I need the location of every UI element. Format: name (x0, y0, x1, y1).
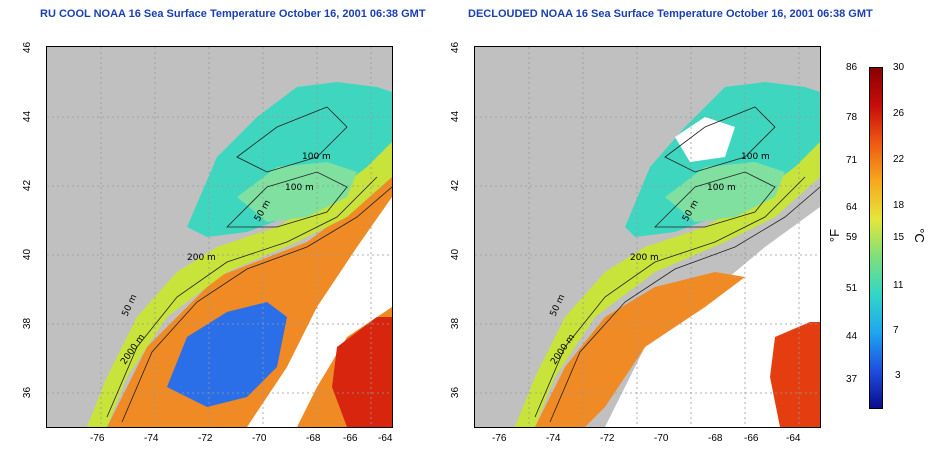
celsius-tick: 7 (893, 325, 899, 336)
lon-tick: -66 (744, 433, 759, 444)
lat-tick: 46 (22, 41, 34, 54)
lat-tick: 42 (450, 179, 462, 192)
lat-tick: 40 (22, 248, 34, 261)
contour-label: 200 m (187, 253, 216, 263)
contour-label: 100 m (707, 183, 736, 193)
fahrenheit-tick: 71 (846, 155, 858, 166)
bathymetry-contours (534, 106, 820, 423)
lon-tick: -74 (144, 433, 159, 444)
celsius-tick: 22 (893, 154, 905, 165)
lon-tick: -70 (654, 433, 669, 444)
celsius-tick: 15 (893, 232, 905, 243)
lon-tick: -72 (198, 433, 213, 444)
celsius-tick: 11 (893, 280, 904, 291)
fahrenheit-tick: 78 (846, 112, 858, 123)
right-map-title: DECLOUDED NOAA 16 Sea Surface Temperatur… (468, 8, 873, 20)
warm-eddy (770, 322, 820, 427)
contour-label: 100 m (741, 152, 770, 162)
lat-tick: 44 (450, 110, 462, 123)
lat-tick: 42 (22, 179, 34, 192)
fahrenheit-tick: 86 (846, 62, 858, 73)
lat-tick: 40 (450, 248, 462, 261)
celsius-tick: 18 (893, 200, 905, 211)
contour-label: 200 m (630, 253, 659, 263)
celsius-tick: 26 (893, 108, 905, 119)
lat-tick: 44 (22, 110, 34, 123)
color-scale-bar (869, 67, 883, 409)
lat-tick: 46 (450, 41, 462, 54)
lat-tick: 36 (450, 386, 462, 399)
grid-lines (47, 47, 392, 427)
cold-water (167, 302, 287, 407)
bathymetry-contours (106, 106, 392, 423)
fahrenheit-tick: 51 (846, 283, 858, 294)
lon-tick: -68 (306, 433, 321, 444)
gulf-clouds (675, 117, 735, 162)
lon-tick: -64 (378, 433, 393, 444)
fahrenheit-tick: 37 (846, 374, 858, 385)
lon-tick: -74 (546, 433, 561, 444)
fahrenheit-tick: 44 (846, 331, 858, 342)
celsius-tick: 3 (895, 370, 901, 381)
left-map[interactable]: 100 m 100 m 50 m 200 m 50 m 2000 m (46, 46, 393, 428)
lon-tick: -70 (252, 433, 267, 444)
lon-tick: -66 (343, 433, 358, 444)
lon-tick: -72 (600, 433, 615, 444)
grid-lines (475, 47, 820, 427)
left-map-title: RU COOL NOAA 16 Sea Surface Temperature … (40, 8, 426, 20)
contour-label: 100 m (302, 152, 331, 162)
fahrenheit-unit: °F (827, 228, 843, 243)
fahrenheit-tick: 64 (846, 202, 858, 213)
ocean-warm (535, 272, 745, 427)
warm-eddy (332, 317, 392, 427)
contour-label: 100 m (285, 183, 314, 193)
lat-tick: 38 (22, 317, 34, 330)
right-map[interactable]: 100 m 100 m 50 m 200 m 50 m 2000 m (474, 46, 821, 428)
celsius-unit: °C (911, 228, 927, 243)
fahrenheit-tick: 59 (846, 232, 858, 243)
lat-tick: 36 (22, 386, 34, 399)
celsius-tick: 30 (893, 62, 905, 73)
lat-tick: 38 (450, 317, 462, 330)
lon-tick: -76 (492, 433, 507, 444)
cloud-cover (247, 197, 392, 427)
lon-tick: -68 (708, 433, 723, 444)
cloud-mask (605, 207, 820, 427)
lon-tick: -64 (786, 433, 801, 444)
lon-tick: -76 (90, 433, 105, 444)
